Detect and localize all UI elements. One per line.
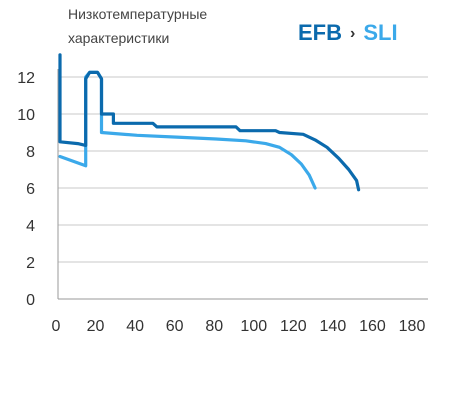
- x-tick-label: 60: [166, 318, 184, 335]
- brand-legend: EFB › SLI: [298, 20, 398, 46]
- x-tick-label: 20: [87, 318, 105, 335]
- axes: [57, 69, 428, 300]
- x-tick-labels: 0 20 40 60 80 100 120 140 160 180: [52, 318, 426, 335]
- chart-title-line-1: Низкотемпературные: [68, 6, 208, 22]
- y-tick-labels: 0 2 4 6 8 10 12: [17, 70, 35, 309]
- x-tick-label: 100: [240, 318, 267, 335]
- y-tick-label: 2: [26, 255, 35, 272]
- chart-title-line-2: характеристики: [68, 30, 170, 46]
- y-tick-label: 0: [26, 292, 35, 309]
- grid-lines: [58, 76, 428, 263]
- x-tick-label: 140: [320, 318, 347, 335]
- x-tick-label: 80: [205, 318, 223, 335]
- y-tick-label: 8: [26, 144, 35, 161]
- x-tick-label: 0: [52, 318, 61, 335]
- legend-efb: EFB: [298, 20, 342, 45]
- legend-sli: SLI: [363, 20, 398, 45]
- series-lines: [58, 53, 361, 192]
- x-tick-label: 120: [280, 318, 307, 335]
- x-tick-label: 40: [126, 318, 144, 335]
- y-tick-label: 10: [17, 107, 35, 124]
- series-line-efb: [58, 53, 361, 192]
- x-tick-label: 180: [399, 318, 426, 335]
- y-tick-label: 6: [26, 181, 35, 198]
- y-tick-label: 4: [26, 218, 35, 235]
- x-tick-label: 160: [359, 318, 386, 335]
- y-tick-label: 12: [17, 70, 35, 87]
- chevron-right-icon: ›: [350, 25, 356, 42]
